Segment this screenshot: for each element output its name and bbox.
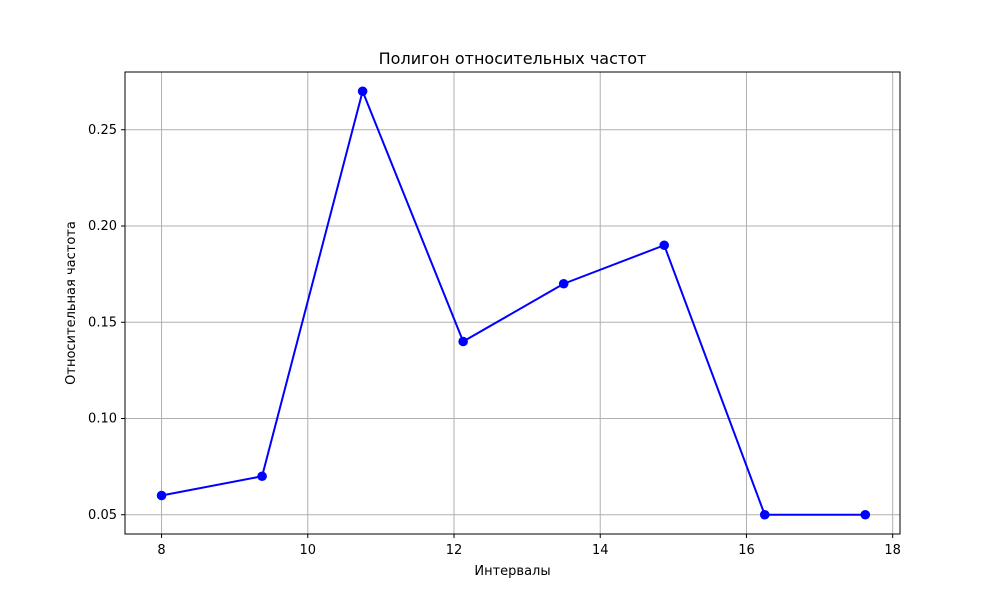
y-axis: 0.05 0.10 0.15 0.20 0.25 (88, 123, 125, 523)
y-tick-label: 0.25 (88, 123, 117, 138)
y-axis-label: Относительная частота (64, 221, 79, 385)
plot-frame (124, 71, 901, 535)
x-tick-label: 14 (592, 543, 609, 558)
y-tick-label: 0.15 (88, 315, 117, 330)
data-point (257, 471, 267, 482)
x-tick-label: 18 (884, 543, 901, 558)
x-axis: 8 10 12 14 16 18 (157, 534, 901, 558)
x-tick-label: 12 (446, 543, 463, 558)
data-point (458, 336, 468, 347)
data-point (759, 509, 770, 520)
y-tick-label: 0.20 (88, 219, 117, 234)
data-point (558, 278, 569, 289)
data-point (860, 509, 871, 520)
y-tick-label: 0.10 (88, 412, 117, 427)
series-layer (156, 86, 871, 520)
chart-title: Полигон относительных частот (379, 49, 647, 68)
x-tick-label: 10 (300, 543, 317, 558)
y-tick-label: 0.05 (88, 508, 117, 523)
series-line (161, 90, 866, 516)
data-point (357, 86, 368, 97)
data-point (659, 240, 670, 251)
x-tick-label: 16 (738, 543, 755, 558)
grid-lines (125, 72, 900, 534)
data-point (156, 490, 167, 501)
x-tick-label: 8 (157, 543, 165, 558)
x-axis-label: Интервалы (474, 564, 550, 579)
